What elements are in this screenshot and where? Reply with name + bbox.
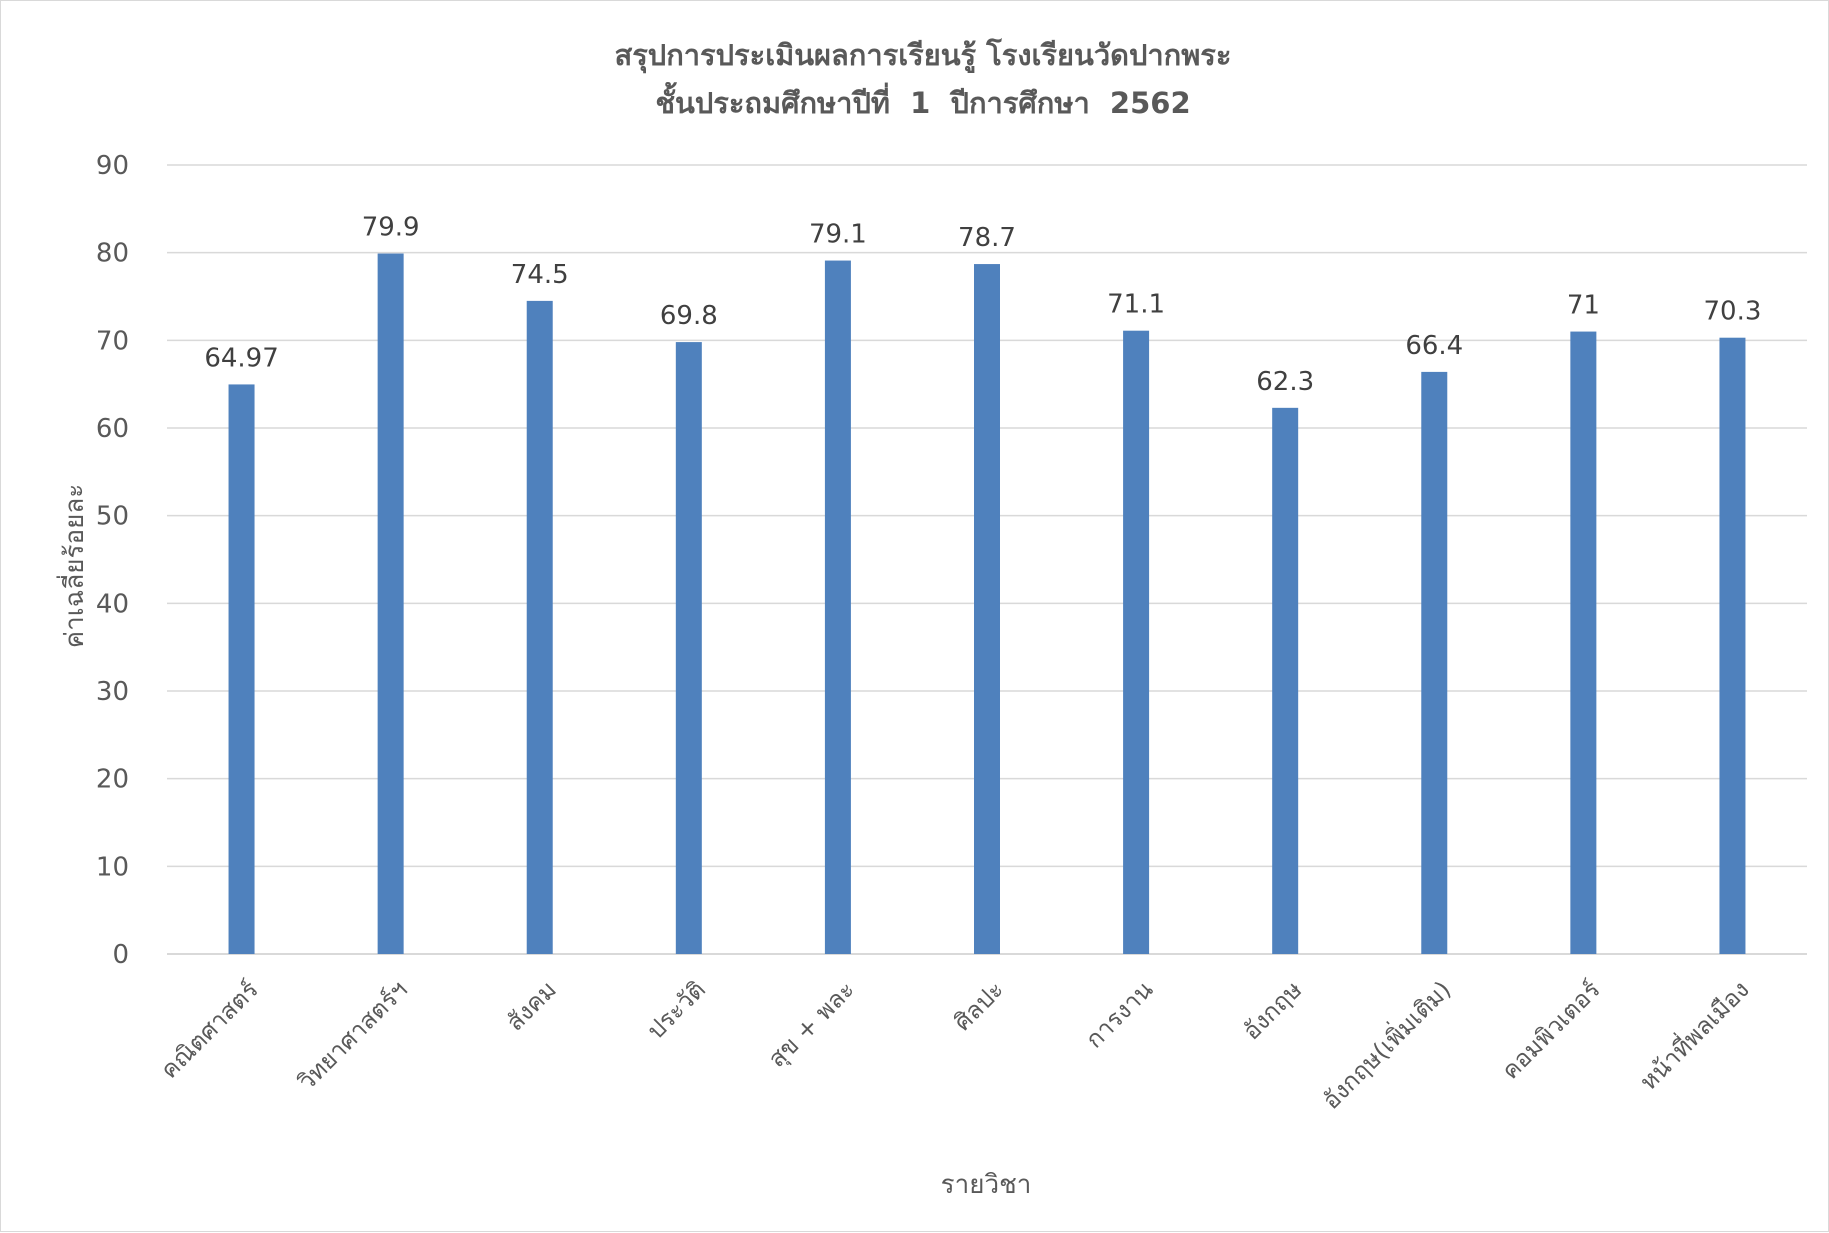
x-category-label: อังกฤษ (1237, 975, 1307, 1045)
y-tick-label: 70 (96, 326, 129, 356)
y-axis-ticks: 0 10 20 30 40 50 60 70 80 90 (96, 151, 129, 970)
y-tick-label: 10 (96, 852, 129, 882)
x-category-label: คอมพิวเตอร์ (1496, 975, 1605, 1084)
data-label: 71.1 (1107, 290, 1165, 320)
bar (1719, 337, 1746, 954)
x-axis-title: รายวิชา (941, 1170, 1032, 1200)
y-tick-label: 20 (96, 765, 129, 795)
y-tick-label: 0 (112, 940, 129, 970)
data-label: 62.3 (1256, 367, 1314, 397)
data-label: 79.9 (362, 213, 420, 243)
x-axis-categories: คณิตศาสตร์ วิทยาศาสตร์ฯ สังคม ประวัติ สุข + … (155, 973, 1755, 1115)
chart-subtitle: ชั้นประถมศึกษาปีที่ 1 ปีการศึกษา 2562 (655, 81, 1190, 120)
data-label: 78.7 (958, 223, 1016, 253)
x-category-label: วิทยาศาสตร์ฯ (292, 975, 413, 1096)
x-category-label: สังคม (501, 975, 562, 1036)
bar (1421, 371, 1448, 955)
y-tick-label: 90 (96, 151, 129, 181)
data-label: 74.5 (511, 260, 569, 290)
y-axis-title: ค่าเฉลี่ยร้อยละ (56, 484, 90, 648)
data-label: 79.1 (809, 220, 867, 250)
y-tick-label: 80 (96, 239, 129, 269)
x-category-label: ศิลปะ (948, 975, 1009, 1036)
bar (974, 264, 1000, 954)
data-label: 71 (1567, 291, 1600, 321)
data-label: 69.8 (660, 301, 718, 331)
bar (1123, 330, 1150, 954)
y-tick-label: 40 (96, 589, 129, 619)
bar (1570, 331, 1597, 955)
bar (824, 260, 851, 955)
bar (526, 300, 553, 955)
data-label: 66.4 (1405, 331, 1463, 361)
chart-title: สรุปการประเมินผลการเรียนรู้ โรงเรียนวัดป… (615, 37, 1232, 73)
data-labels: 64.97 79.9 74.5 69.8 79.1 78.7 71.1 62.3 66.4 71 7… (204, 213, 1761, 397)
bar (1272, 407, 1299, 954)
bar (675, 342, 702, 954)
bar (377, 253, 404, 954)
y-tick-label: 50 (96, 502, 129, 532)
y-tick-label: 60 (96, 414, 129, 444)
bars (228, 253, 1746, 955)
x-category-label: สุข + พละ (763, 975, 861, 1073)
data-label: 64.97 (204, 343, 278, 373)
x-category-label: หน้าที่พลเมือง (1632, 973, 1754, 1095)
data-label: 70.3 (1704, 297, 1762, 327)
x-category-label: การงาน (1080, 975, 1158, 1053)
bar (228, 384, 255, 954)
y-tick-label: 30 (96, 677, 129, 707)
x-category-label: อังกฤษ(เพิ่มเติม) (1315, 973, 1457, 1115)
x-category-label: ประวัติ (642, 975, 711, 1044)
x-category-label: คณิตศาสตร์ (155, 975, 264, 1084)
